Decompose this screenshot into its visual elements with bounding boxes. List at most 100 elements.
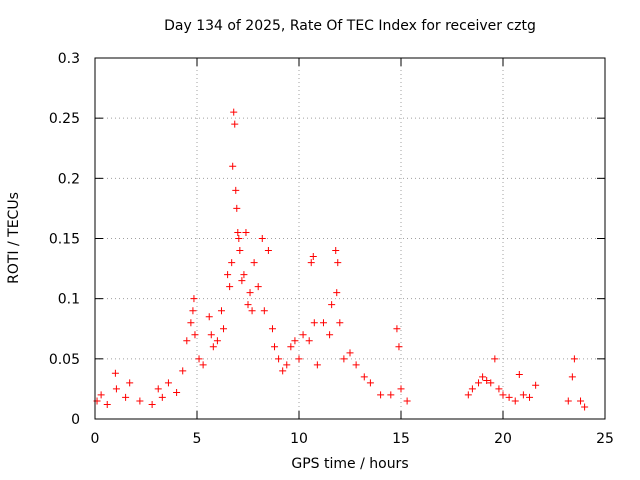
data-point [505,393,513,401]
data-point [238,277,246,285]
x-tick-label: 0 [91,431,100,447]
data-point [205,313,213,321]
data-point [112,385,120,393]
data-point [283,361,291,369]
data-point [328,301,336,309]
data-point [532,381,540,389]
chart-title: Day 134 of 2025, Rate Of TEC Index for r… [164,18,536,34]
data-point [228,259,236,267]
data-point [248,307,256,315]
data-point [226,283,234,291]
y-axis-label: ROTI / TECUs [6,192,22,284]
data-point [154,385,162,393]
axis-ticks: 0 5 10 15 20 25 0 0.05 0.1 0.15 0.2 0.25 0.3 [49,51,614,447]
y-tick-label: 0 [71,412,80,428]
data-point [103,401,111,409]
data-point [395,343,403,351]
data-point [231,120,239,128]
data-point [220,325,228,333]
data-point [526,393,534,401]
data-point [403,397,411,405]
data-point [568,373,576,381]
data-point [195,355,203,363]
data-point [309,253,317,261]
y-tick-label: 0.05 [49,352,80,368]
data-point [366,379,374,387]
x-tick-label: 20 [494,431,512,447]
x-tick-label: 5 [193,431,202,447]
x-tick-label: 25 [596,431,614,447]
data-point [307,259,315,267]
data-point [475,379,483,387]
grid-lines [95,58,605,419]
data-point [240,271,248,279]
data-point [332,247,340,255]
data-point [189,307,197,315]
data-point [217,307,225,315]
data-point [271,343,279,351]
data-point [97,391,105,399]
data-point [326,331,334,339]
data-point [232,186,240,194]
data-point [207,331,215,339]
data-point [122,393,130,401]
data-point [319,319,327,327]
data-point [577,397,585,405]
data-point [250,259,258,267]
data-point [191,331,199,339]
data-point [224,271,232,279]
data-point [377,391,385,399]
data-point [310,319,318,327]
data-point [333,289,341,297]
data-point [483,376,491,384]
data-point [235,235,243,242]
data-point [268,325,276,333]
data-point [479,373,487,381]
data-point [173,389,181,397]
data-point [264,247,272,255]
data-point [515,370,523,378]
x-axis-label: GPS time / hours [291,456,409,472]
y-tick-label: 0.2 [58,171,80,187]
data-point [183,337,191,345]
data-point [233,204,241,212]
data-point [199,361,207,369]
data-point [491,355,499,363]
data-point [495,385,503,393]
data-point [213,337,221,345]
data-point [499,391,507,399]
y-tick-label: 0.25 [49,111,80,127]
data-point [468,385,476,393]
data-point [299,331,307,339]
data-point [164,379,172,387]
data-point [487,379,495,387]
data-point [260,307,268,315]
data-point [254,283,262,291]
data-point [287,343,295,351]
data-point [295,355,303,363]
data-point [360,373,368,381]
data-point [334,259,342,267]
data-point [313,361,321,369]
data-point [236,247,244,255]
data-point [279,367,287,375]
data-point [246,289,254,297]
data-point [305,337,313,345]
data-point [190,295,198,303]
data-point [519,391,527,399]
data-point [209,343,217,351]
data-point [111,369,119,377]
data-point [291,337,299,345]
data-point [234,228,242,236]
data-point [158,393,166,401]
data-point [336,319,344,327]
data-point [242,228,250,236]
data-point [229,162,237,170]
data-point [230,108,238,116]
data-point [464,391,472,399]
data-point [346,349,354,357]
data-point [136,397,144,405]
data-point [187,319,195,327]
data-point [581,403,589,411]
